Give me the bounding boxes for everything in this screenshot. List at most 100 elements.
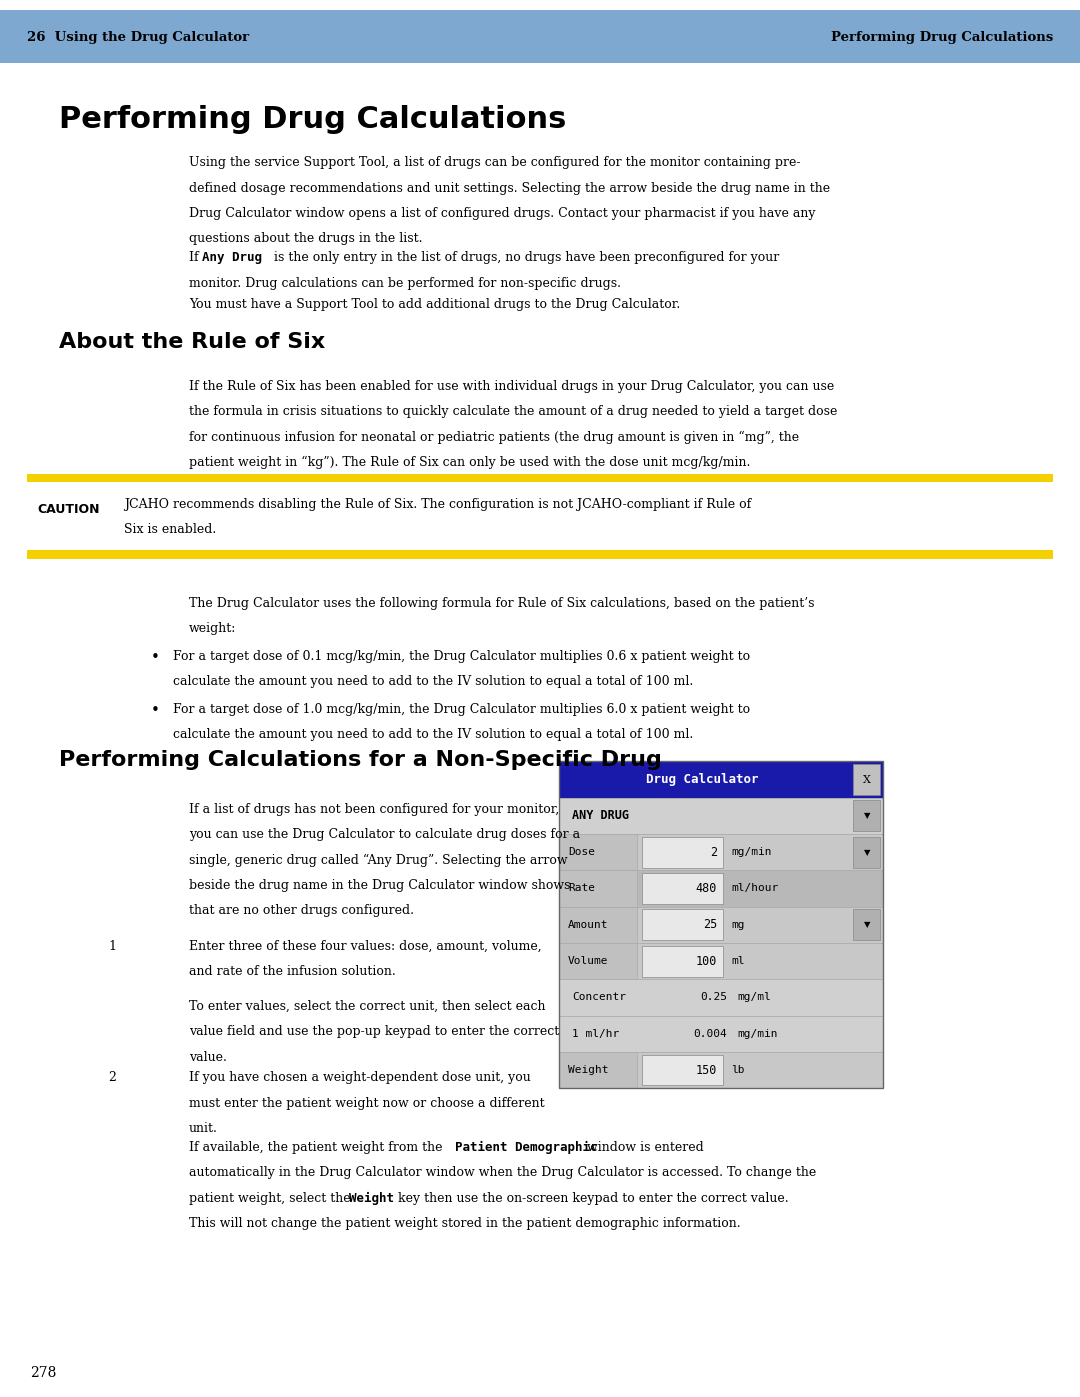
Bar (559, 943, 883, 979)
Text: calculate the amount you need to add to the IV solution to equal a total of 100 : calculate the amount you need to add to … (173, 675, 693, 687)
Text: For a target dose of 0.1 mcg/kg/min, the Drug Calculator multiplies 0.6 x patien: For a target dose of 0.1 mcg/kg/min, the… (173, 650, 750, 662)
Bar (559, 870, 637, 907)
Bar (559, 907, 883, 943)
Text: Weight: Weight (349, 1192, 394, 1204)
Text: Volume: Volume (568, 956, 609, 967)
Bar (559, 1052, 883, 1088)
Text: value.: value. (189, 1051, 227, 1063)
Text: ▼: ▼ (864, 921, 870, 929)
Bar (642, 1055, 723, 1085)
Text: mg/min: mg/min (738, 1028, 779, 1039)
Text: You must have a Support Tool to add additional drugs to the Drug Calculator.: You must have a Support Tool to add addi… (189, 298, 680, 310)
FancyBboxPatch shape (559, 761, 883, 798)
Text: 2: 2 (710, 845, 717, 859)
Text: Weight: Weight (568, 1065, 609, 1076)
Text: 150: 150 (696, 1063, 717, 1077)
Text: Any Drug: Any Drug (202, 251, 262, 264)
Text: Performing Drug Calculations: Performing Drug Calculations (59, 105, 567, 134)
Text: Rate: Rate (568, 883, 595, 894)
Text: unit.: unit. (189, 1122, 218, 1134)
Text: About the Rule of Six: About the Rule of Six (59, 332, 326, 352)
Text: weight:: weight: (189, 622, 237, 634)
Text: X: X (863, 774, 870, 785)
Bar (559, 834, 637, 870)
Text: •: • (151, 703, 160, 718)
Text: 2: 2 (108, 1071, 116, 1084)
Text: Six is enabled.: Six is enabled. (124, 524, 216, 536)
Text: •: • (151, 650, 160, 665)
Text: This will not change the patient weight stored in the patient demographic inform: This will not change the patient weight … (189, 1217, 741, 1229)
Text: monitor. Drug calculations can be performed for non-specific drugs.: monitor. Drug calculations can be perfor… (189, 277, 621, 289)
Text: window is entered: window is entered (583, 1141, 704, 1154)
Bar (642, 837, 723, 868)
Bar (559, 943, 637, 979)
Text: key then use the on-screen keypad to enter the correct value.: key then use the on-screen keypad to ent… (394, 1192, 788, 1204)
FancyBboxPatch shape (0, 10, 1080, 63)
Text: 480: 480 (696, 882, 717, 895)
Text: that are no other drugs configured.: that are no other drugs configured. (189, 904, 414, 916)
Bar (559, 834, 883, 870)
Text: If you have chosen a weight-dependent dose unit, you: If you have chosen a weight-dependent do… (189, 1071, 530, 1084)
Text: 26  Using the Drug Calculator: 26 Using the Drug Calculator (27, 31, 249, 43)
Text: ▼: ▼ (864, 812, 870, 820)
Text: 0.004: 0.004 (693, 1028, 727, 1039)
Text: CAUTION: CAUTION (38, 503, 100, 515)
Text: calculate the amount you need to add to the IV solution to equal a total of 100 : calculate the amount you need to add to … (173, 728, 693, 740)
Text: Amount: Amount (568, 919, 609, 930)
Text: you can use the Drug Calculator to calculate drug doses for a: you can use the Drug Calculator to calcu… (189, 828, 580, 841)
Bar (559, 907, 637, 943)
Text: ml: ml (731, 956, 745, 967)
Text: the formula in crisis situations to quickly calculate the amount of a drug neede: the formula in crisis situations to quic… (189, 405, 837, 418)
Bar (559, 798, 883, 834)
Text: automatically in the Drug Calculator window when the Drug Calculator is accessed: automatically in the Drug Calculator win… (189, 1166, 816, 1179)
Bar (642, 873, 723, 904)
Text: If the Rule of Six has been enabled for use with individual drugs in your Drug C: If the Rule of Six has been enabled for … (189, 380, 834, 393)
Bar (559, 870, 883, 907)
Text: questions about the drugs in the list.: questions about the drugs in the list. (189, 232, 422, 244)
Text: patient weight in “kg”). The Rule of Six can only be used with the dose unit mcg: patient weight in “kg”). The Rule of Six… (189, 455, 751, 468)
Text: value field and use the pop-up keypad to enter the correct: value field and use the pop-up keypad to… (189, 1025, 559, 1038)
Text: If a list of drugs has not been configured for your monitor,: If a list of drugs has not been configur… (189, 803, 559, 816)
Text: Concentr: Concentr (572, 992, 626, 1003)
Text: Drug Calculator: Drug Calculator (646, 773, 758, 787)
Bar (559, 979, 883, 1016)
Text: patient weight, select the: patient weight, select the (189, 1192, 354, 1204)
Text: Enter three of these four values: dose, amount, volume,: Enter three of these four values: dose, … (189, 940, 542, 953)
Text: 278: 278 (30, 1366, 56, 1380)
Text: Dose: Dose (568, 847, 595, 858)
Text: ml/hour: ml/hour (731, 883, 779, 894)
Text: Patient Demographic: Patient Demographic (455, 1141, 597, 1154)
Text: Drug Calculator window opens a list of configured drugs. Contact your pharmacist: Drug Calculator window opens a list of c… (189, 207, 815, 219)
Bar (853, 800, 880, 831)
Text: defined dosage recommendations and unit settings. Selecting the arrow beside the: defined dosage recommendations and unit … (189, 182, 831, 194)
Text: single, generic drug called “Any Drug”. Selecting the arrow: single, generic drug called “Any Drug”. … (189, 854, 568, 866)
Bar (853, 909, 880, 940)
Text: Performing Calculations for a Non-Specific Drug: Performing Calculations for a Non-Specif… (59, 750, 662, 770)
Text: for continuous infusion for neonatal or pediatric patients (the drug amount is g: for continuous infusion for neonatal or … (189, 430, 799, 443)
Text: must enter the patient weight now or choose a different: must enter the patient weight now or cho… (189, 1097, 544, 1109)
FancyBboxPatch shape (853, 764, 880, 795)
Text: ▼: ▼ (864, 848, 870, 856)
Text: To enter values, select the correct unit, then select each: To enter values, select the correct unit… (189, 1000, 545, 1013)
Text: Using the service Support Tool, a list of drugs can be configured for the monito: Using the service Support Tool, a list o… (189, 156, 800, 169)
Text: If: If (189, 251, 203, 264)
Text: ANY DRUG: ANY DRUG (572, 809, 630, 823)
Bar (642, 909, 723, 940)
Text: and rate of the infusion solution.: and rate of the infusion solution. (189, 965, 395, 978)
Text: For a target dose of 1.0 mcg/kg/min, the Drug Calculator multiplies 6.0 x patien: For a target dose of 1.0 mcg/kg/min, the… (173, 703, 750, 715)
Bar (853, 837, 880, 868)
Text: JCAHO recommends disabling the Rule of Six. The configuration is not JCAHO-compl: JCAHO recommends disabling the Rule of S… (124, 499, 752, 511)
Text: beside the drug name in the Drug Calculator window shows: beside the drug name in the Drug Calcula… (189, 879, 570, 891)
Bar (27, 550, 1053, 559)
Text: 0.25: 0.25 (700, 992, 727, 1003)
Text: 100: 100 (696, 954, 717, 968)
Text: mg/ml: mg/ml (738, 992, 771, 1003)
Text: is the only entry in the list of drugs, no drugs have been preconfigured for you: is the only entry in the list of drugs, … (270, 251, 780, 264)
Text: If available, the patient weight from the: If available, the patient weight from th… (189, 1141, 446, 1154)
Bar (559, 1016, 883, 1052)
Bar (559, 761, 883, 1088)
Text: mg/min: mg/min (731, 847, 771, 858)
Text: 1: 1 (108, 940, 116, 953)
Bar (27, 474, 1053, 482)
Text: mg: mg (731, 919, 745, 930)
